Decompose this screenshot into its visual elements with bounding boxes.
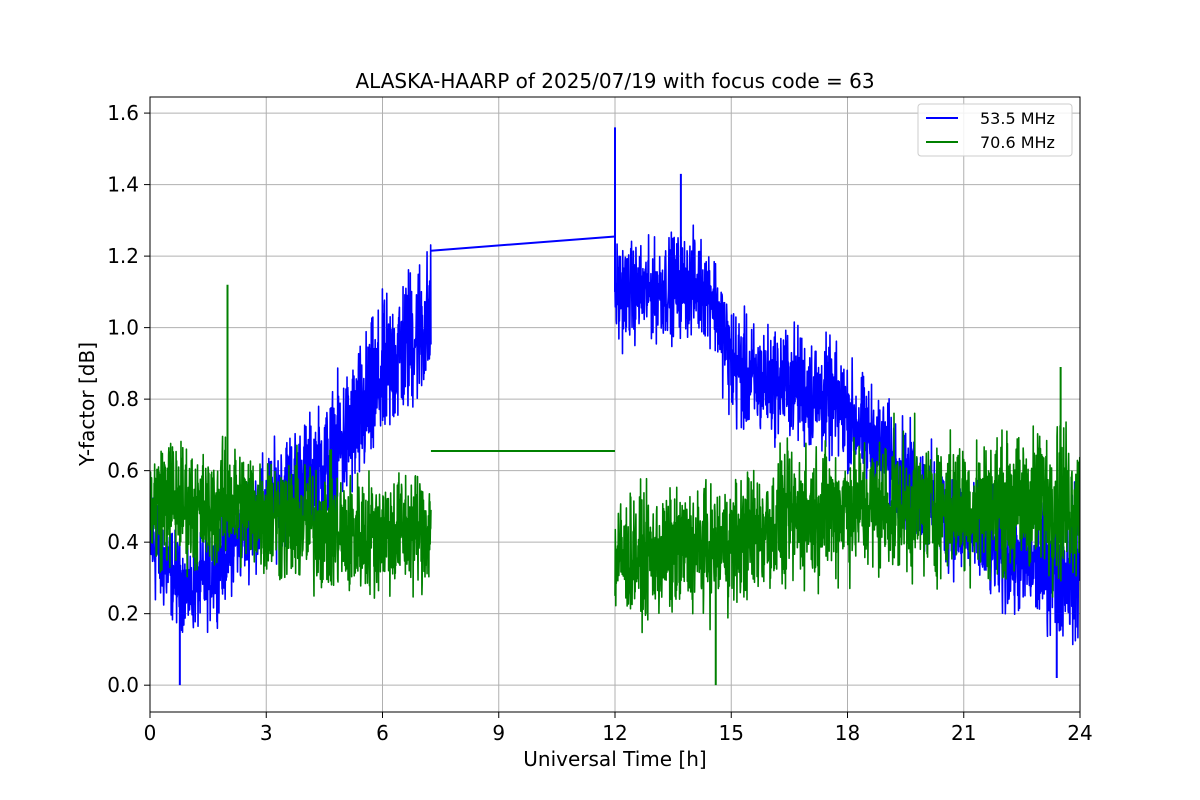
y-tick-label: 0.4 [107, 530, 139, 554]
series-gap-line [430, 235, 616, 252]
y-tick-label: 1.6 [107, 101, 139, 125]
x-tick-label: 9 [492, 721, 505, 745]
series-2 [150, 284, 1080, 686]
plot-frame [149, 96, 1081, 713]
x-tick-label: 21 [951, 721, 976, 745]
y-axis-label: Y-factor [dB] [75, 342, 99, 467]
x-tick-label: 24 [1067, 721, 1092, 745]
x-tick-label: 12 [602, 721, 627, 745]
series-line-segment [150, 244, 432, 634]
y-tick-label: 1.2 [107, 244, 139, 268]
x-tick-label: 0 [144, 721, 157, 745]
y-tick-label: 0.8 [107, 387, 139, 411]
y-tick-label: 0.2 [107, 602, 139, 626]
axes: 0 3 6 9 12 15 18 21 24 0.0 0.2 0.4 0.6 0.8 1.0 1.2 1.4 1.… [107, 96, 1093, 745]
chart-title: ALASKA-HAARP of 2025/07/19 with focus co… [355, 69, 874, 93]
legend: 53.5 MHz 70.6 MHz [917, 103, 1073, 157]
series-line-segment [150, 435, 432, 599]
x-tick-label: 15 [719, 721, 744, 745]
legend-label: 70.6 MHz [980, 133, 1055, 152]
y-tick-label: 1.4 [107, 173, 139, 197]
x-tick-label: 6 [376, 721, 389, 745]
x-tick-label: 18 [835, 721, 860, 745]
series-line-segment [614, 412, 1080, 634]
series-1 [150, 127, 1080, 686]
y-tick-label: 0.0 [107, 673, 139, 697]
series-line-segment [614, 224, 1080, 646]
x-axis-label: Universal Time [h] [523, 747, 706, 771]
legend-label: 53.5 MHz [980, 109, 1055, 128]
y-tick-label: 1.0 [107, 316, 139, 340]
plot-series [150, 127, 1080, 686]
y-tick-label: 0.6 [107, 459, 139, 483]
x-tick-label: 3 [260, 721, 273, 745]
